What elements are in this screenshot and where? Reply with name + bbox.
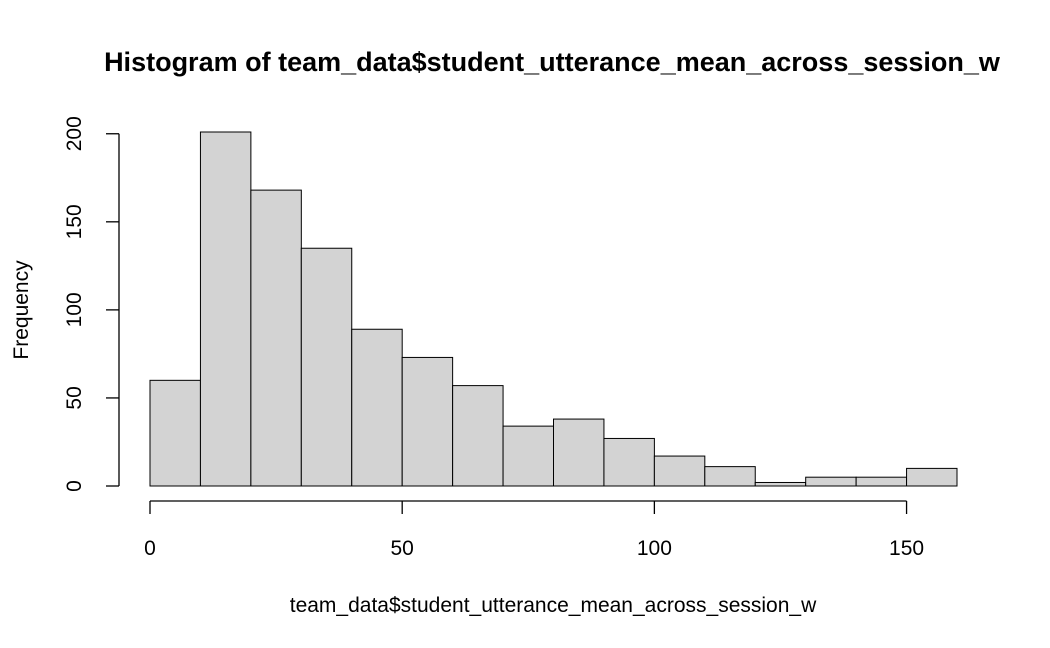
histogram-bar-1 (199, 131, 252, 487)
x-axis-label: team_data$student_utterance_mean_across_… (290, 594, 817, 617)
y-tick-label-0: 0 (63, 480, 86, 492)
histogram-bar-7 (502, 425, 554, 487)
chart-title: Histogram of team_data$student_utterance… (104, 47, 1001, 77)
y-axis-label: Frequency (10, 260, 33, 360)
histogram-bar-12 (754, 481, 807, 487)
histogram-bar-2 (250, 189, 302, 487)
x-axis: 0 50 100 150 (144, 500, 924, 560)
histogram-bar-14 (855, 476, 908, 487)
histogram-bar-10 (653, 455, 706, 487)
histogram-bars (149, 131, 958, 487)
histogram-bar-11 (704, 466, 756, 487)
histogram-bar-15 (906, 467, 958, 487)
histogram-bar-0 (149, 379, 201, 487)
x-tick-label-1: 50 (391, 537, 414, 560)
y-tick-label-1: 50 (63, 386, 86, 409)
histogram-bar-9 (603, 437, 655, 487)
y-axis: 0 50 100 150 200 (63, 116, 120, 492)
y-tick-label-2: 100 (63, 292, 86, 327)
histogram-bar-13 (805, 476, 857, 487)
y-tick-label-4: 200 (63, 116, 86, 151)
x-tick-label-2: 100 (637, 537, 672, 560)
histogram-bar-6 (452, 385, 504, 487)
y-tick-label-3: 150 (63, 204, 86, 239)
histogram-bar-3 (300, 247, 353, 487)
histogram-bar-8 (553, 418, 605, 487)
x-tick-label-3: 150 (889, 537, 924, 560)
x-tick-label-0: 0 (144, 537, 156, 560)
histogram-bar-5 (401, 356, 454, 487)
histogram-bar-4 (351, 328, 403, 487)
